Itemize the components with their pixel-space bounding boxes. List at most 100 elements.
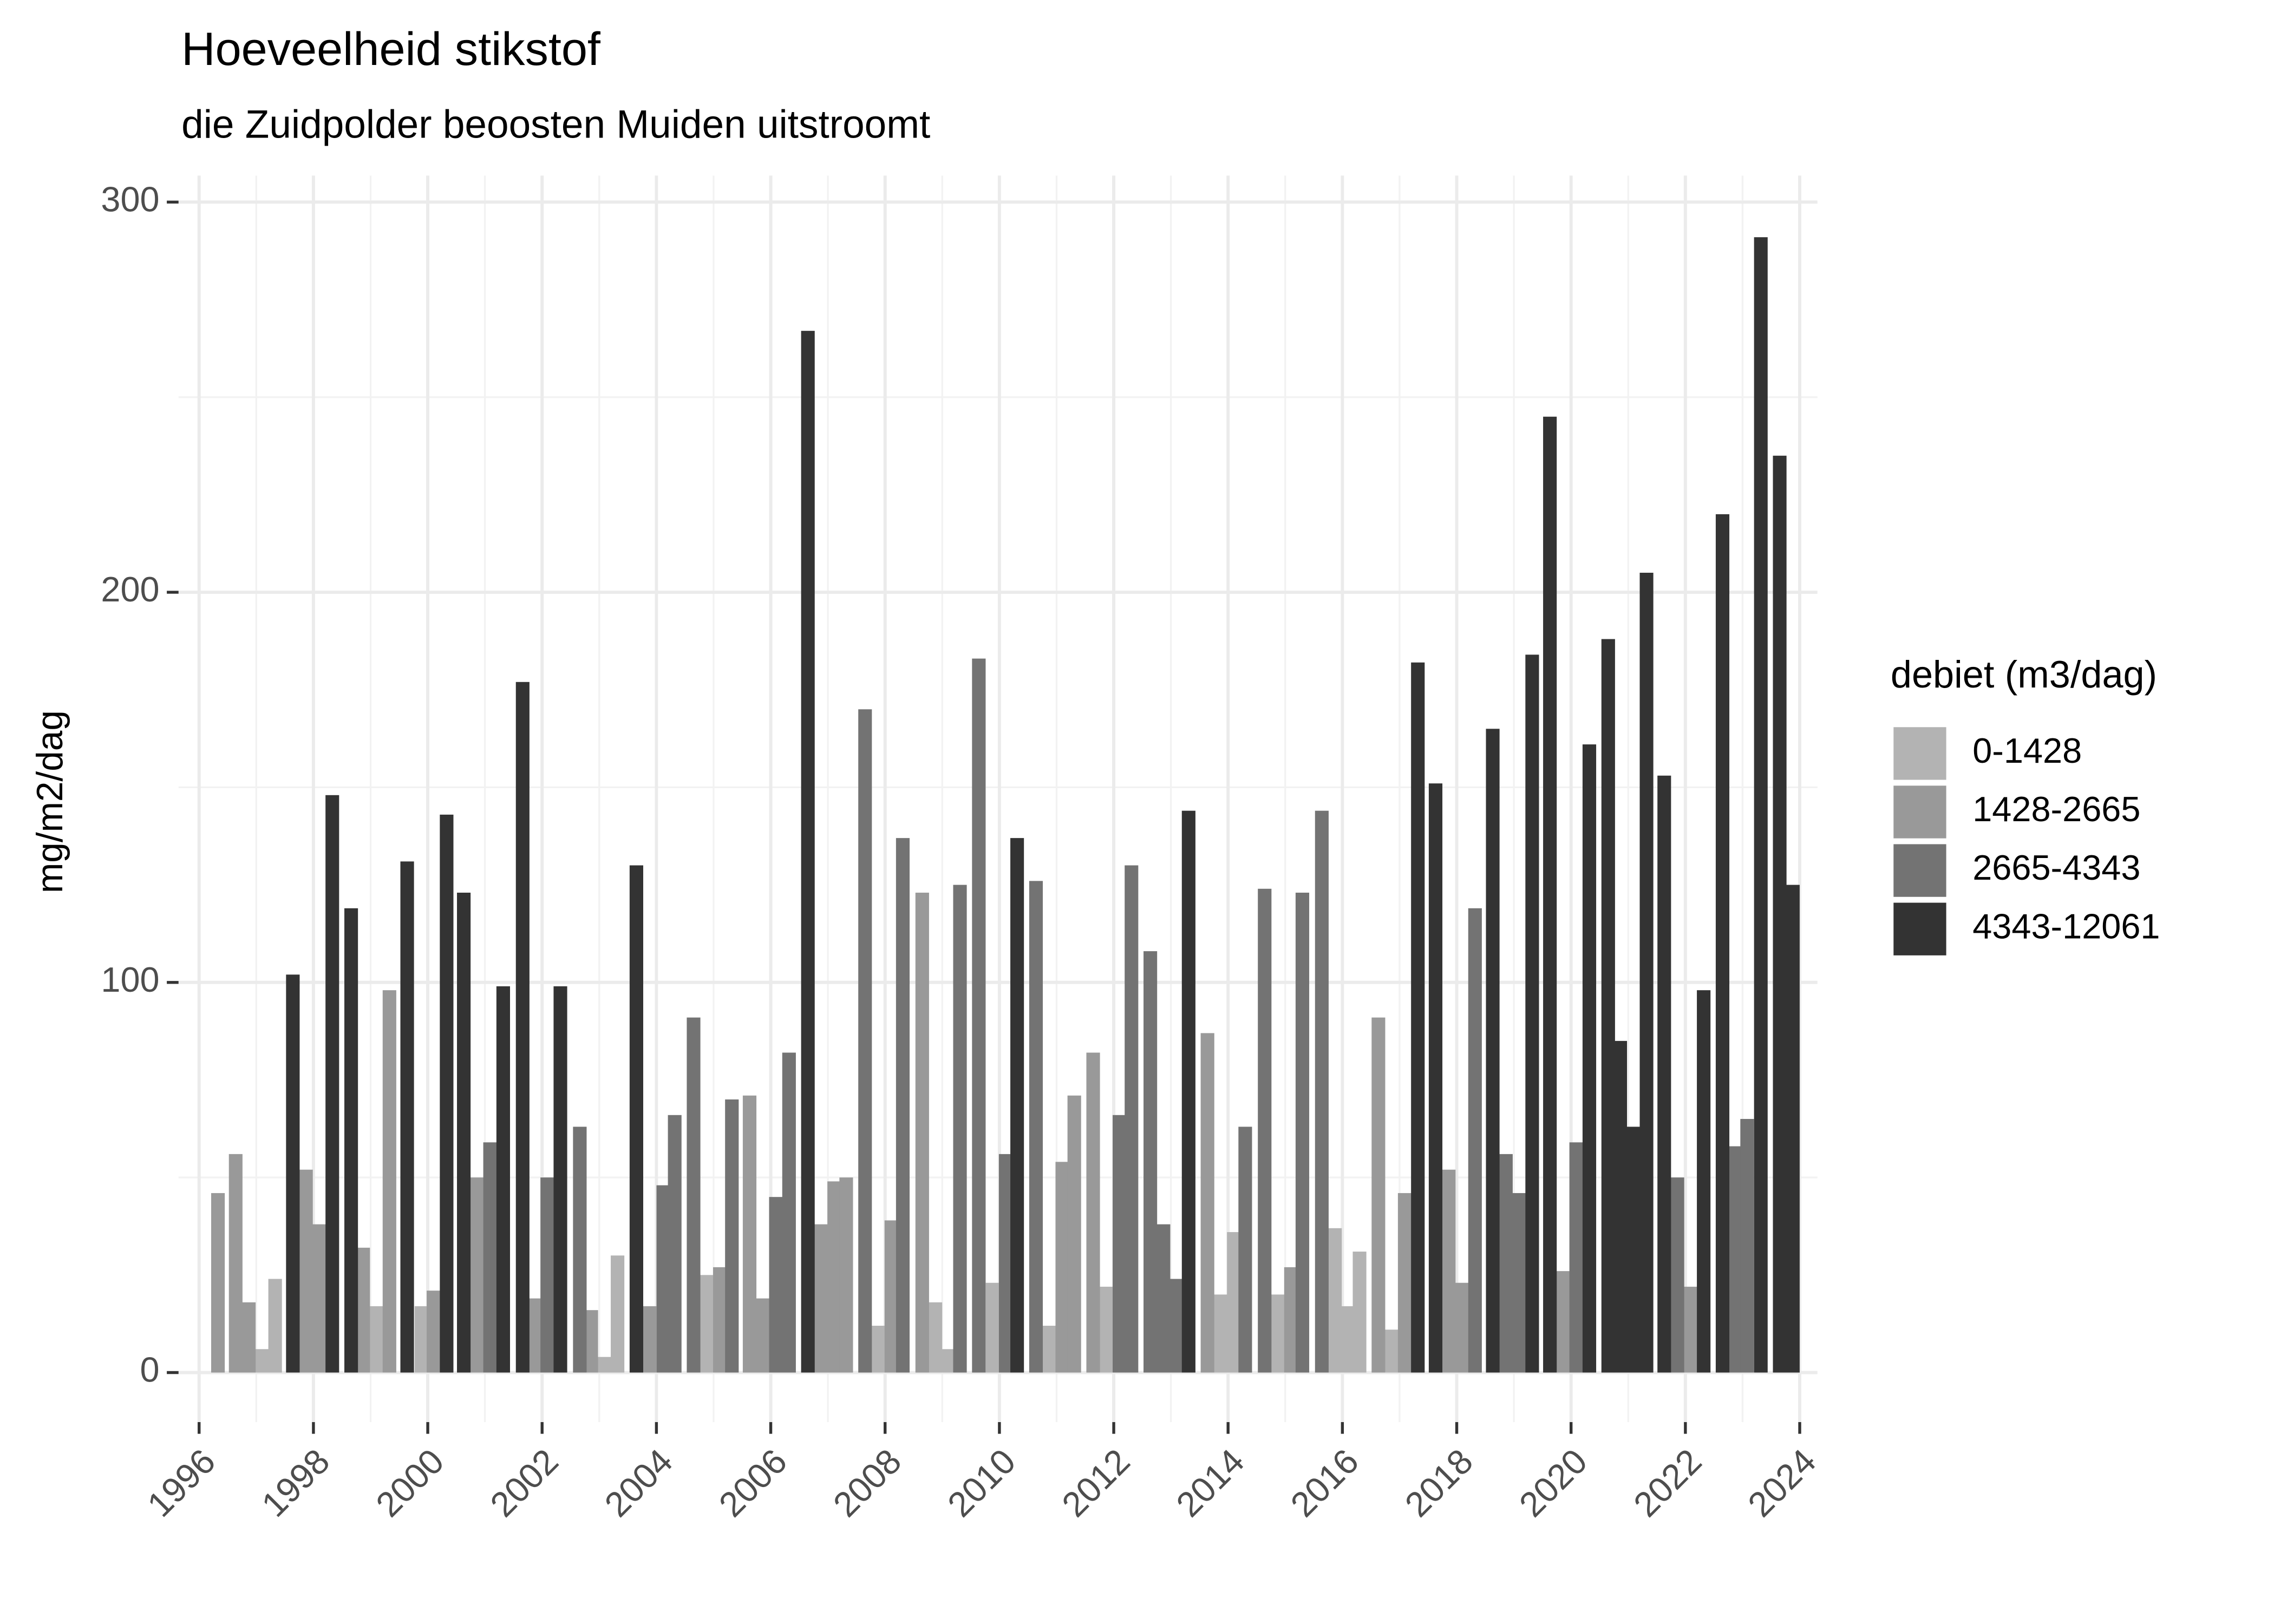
- bar: [1773, 455, 1787, 1373]
- bar: [1740, 1119, 1754, 1373]
- bar: [687, 1017, 701, 1373]
- bar: [953, 885, 967, 1373]
- bar: [1626, 1127, 1641, 1373]
- bar: [1670, 1177, 1684, 1373]
- bar: [1455, 1282, 1469, 1373]
- legend-label: 1428-2665: [1972, 789, 2140, 829]
- bar: [1754, 237, 1768, 1373]
- y-tick-label: 300: [101, 179, 159, 219]
- bar: [1786, 885, 1800, 1373]
- bar: [998, 1154, 1013, 1373]
- bar: [1486, 729, 1500, 1373]
- x-tick-label: 2004: [597, 1441, 680, 1524]
- bar: [1543, 416, 1557, 1373]
- bar: [1582, 744, 1597, 1373]
- bar: [713, 1267, 727, 1373]
- bar: [1371, 1017, 1386, 1373]
- chart-title: Hoeveelheid stikstof: [181, 23, 601, 75]
- bar: [515, 682, 530, 1373]
- bar: [299, 1169, 313, 1373]
- bar: [1169, 1279, 1184, 1373]
- bar: [1499, 1154, 1513, 1373]
- bar: [839, 1177, 853, 1373]
- bar: [871, 1326, 885, 1373]
- bar: [1113, 1115, 1127, 1373]
- bar: [1156, 1224, 1171, 1373]
- bar: [1328, 1228, 1342, 1373]
- bar: [915, 893, 929, 1373]
- bar: [629, 865, 644, 1373]
- bar: [1697, 990, 1711, 1373]
- bar: [801, 331, 815, 1373]
- bar: [668, 1115, 682, 1373]
- x-tick-label: 2008: [826, 1441, 909, 1524]
- bar: [742, 1095, 757, 1373]
- x-tick-label: 2006: [711, 1441, 795, 1524]
- bar: [1683, 1286, 1697, 1373]
- bar: [529, 1298, 543, 1373]
- bar: [1601, 639, 1615, 1373]
- bar: [228, 1154, 243, 1373]
- bar: [942, 1349, 956, 1373]
- bar: [344, 908, 358, 1373]
- bar: [427, 1291, 441, 1373]
- bar: [1029, 881, 1043, 1373]
- x-tick-label: 2014: [1168, 1441, 1252, 1524]
- bar: [325, 795, 339, 1373]
- legend-label: 2665-4343: [1972, 848, 2140, 887]
- bar: [470, 1177, 484, 1373]
- bar: [1468, 908, 1482, 1373]
- bar: [553, 986, 567, 1373]
- bar: [1284, 1267, 1298, 1373]
- legend-swatch: [1893, 844, 1946, 897]
- x-tick-label: 2016: [1283, 1441, 1366, 1524]
- bar: [725, 1099, 739, 1373]
- x-tick-label: 1996: [140, 1441, 223, 1524]
- bar: [782, 1052, 796, 1373]
- bar: [814, 1224, 828, 1373]
- bar: [858, 709, 872, 1373]
- bar: [1556, 1271, 1570, 1373]
- bar: [985, 1282, 999, 1373]
- bar: [1315, 810, 1329, 1373]
- bar: [1613, 1040, 1628, 1373]
- x-tick-label: 1998: [254, 1441, 337, 1524]
- bar: [769, 1197, 783, 1373]
- bar: [1729, 1146, 1743, 1373]
- bar: [929, 1302, 943, 1373]
- bar: [400, 861, 414, 1373]
- bar: [1352, 1252, 1367, 1373]
- bar: [496, 986, 511, 1373]
- bar: [414, 1306, 429, 1373]
- bar: [1010, 838, 1024, 1373]
- bar: [1657, 775, 1671, 1373]
- legend-swatch: [1893, 785, 1946, 839]
- bar: [756, 1298, 770, 1373]
- bar: [827, 1181, 841, 1373]
- legend-label: 0-1428: [1972, 731, 2082, 770]
- y-tick-label: 0: [140, 1350, 160, 1390]
- bar: [573, 1127, 587, 1373]
- bar: [1525, 654, 1539, 1373]
- bar: [1238, 1127, 1252, 1373]
- x-tick-label: 2018: [1397, 1441, 1481, 1524]
- bar: [1181, 810, 1195, 1373]
- x-tick-label: 2002: [482, 1441, 566, 1524]
- bar: [1384, 1330, 1399, 1373]
- legend-swatch: [1893, 902, 1946, 955]
- x-tick-label: 2020: [1512, 1441, 1595, 1524]
- x-tick-label: 2022: [1626, 1441, 1709, 1524]
- bar: [540, 1177, 554, 1373]
- bar: [1099, 1286, 1113, 1373]
- bar: [1227, 1232, 1241, 1373]
- bar: [1569, 1142, 1583, 1373]
- bar: [700, 1275, 714, 1373]
- bar: [1042, 1326, 1056, 1373]
- bar: [1512, 1193, 1526, 1373]
- bar: [656, 1185, 670, 1373]
- bar: [972, 658, 986, 1373]
- x-tick-label: 2024: [1740, 1441, 1824, 1524]
- bar: [255, 1349, 269, 1373]
- bar: [884, 1220, 898, 1373]
